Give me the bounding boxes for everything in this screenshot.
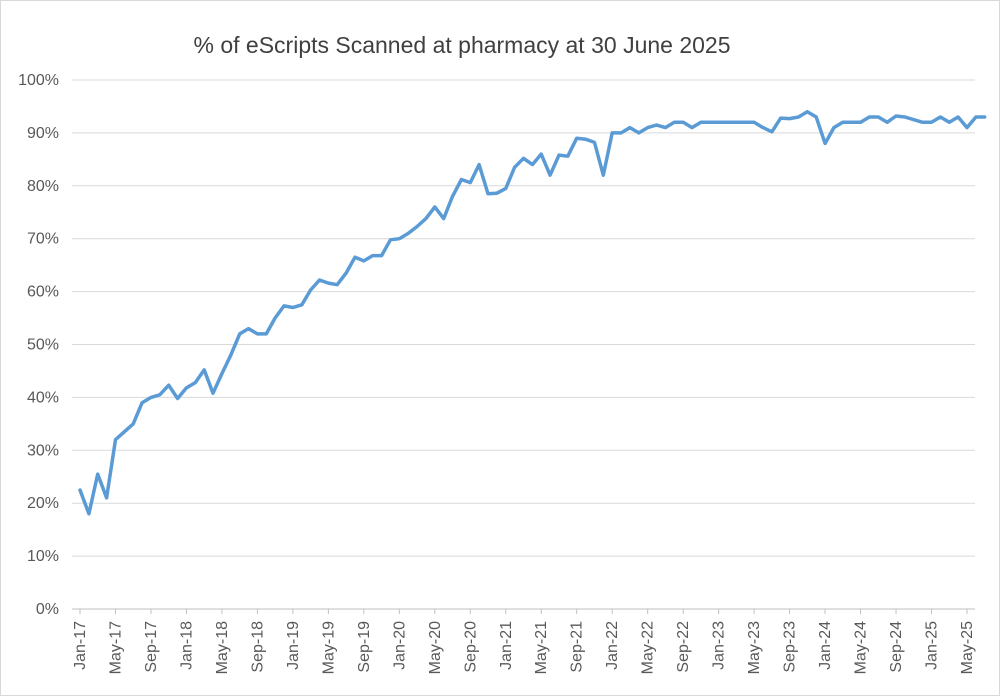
- x-tick-label: Jan-21: [498, 621, 515, 670]
- x-tick-label: Sep-23: [782, 621, 799, 673]
- y-tick-label: 40%: [27, 389, 59, 406]
- y-tick-label: 20%: [27, 495, 59, 512]
- x-tick-label: Sep-17: [143, 621, 160, 673]
- chart-title: % of eScripts Scanned at pharmacy at 30 …: [193, 32, 731, 58]
- x-tick-label: Jan-19: [285, 621, 302, 670]
- x-tick-label: May-23: [746, 621, 763, 674]
- x-tick-label: May-22: [640, 621, 657, 674]
- x-tick-label: May-21: [533, 621, 550, 674]
- y-tick-label: 30%: [27, 442, 59, 459]
- x-tick-label: Jan-23: [711, 621, 728, 670]
- x-tick-label: Sep-24: [888, 621, 905, 673]
- x-tick-label: May-20: [427, 621, 444, 674]
- y-tick-label: 60%: [27, 284, 59, 301]
- y-tick-label: 90%: [27, 125, 59, 142]
- y-tick-label: 100%: [18, 72, 59, 89]
- y-tick-label: 80%: [27, 178, 59, 195]
- y-tick-label: 50%: [27, 337, 59, 354]
- x-tick-label: May-17: [107, 621, 124, 674]
- x-tick-label: Jan-24: [817, 621, 834, 670]
- x-tick-label: May-25: [959, 621, 976, 674]
- x-tick-label: Sep-21: [569, 621, 586, 673]
- y-tick-label: 10%: [27, 548, 59, 565]
- x-tick-label: Jan-22: [604, 621, 621, 670]
- x-tick-label: Sep-19: [356, 621, 373, 673]
- x-tick-label: May-18: [214, 621, 231, 674]
- x-tick-label: May-19: [320, 621, 337, 674]
- y-tick-label: 0%: [36, 601, 59, 618]
- x-tick-label: Sep-20: [462, 621, 479, 673]
- x-tick-label: Jan-25: [924, 621, 941, 670]
- x-tick-label: Jan-20: [391, 621, 408, 670]
- y-tick-label: 70%: [27, 231, 59, 248]
- x-tick-label: Sep-22: [675, 621, 692, 673]
- x-tick-label: Jan-17: [72, 621, 89, 670]
- x-tick-label: Sep-18: [249, 621, 266, 673]
- x-tick-label: May-24: [853, 621, 870, 674]
- x-tick-label: Jan-18: [178, 621, 195, 670]
- series-line: [78, 109, 987, 516]
